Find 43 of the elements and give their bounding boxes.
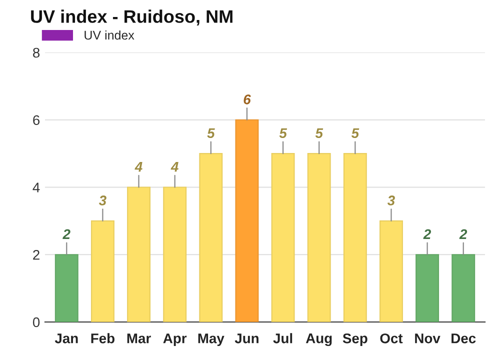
x-tick-label: Oct xyxy=(380,333,403,344)
data-label: 5 xyxy=(351,128,360,138)
y-tick-label: 8 xyxy=(33,48,40,58)
chart-title: UV index - Ruidoso, NM xyxy=(31,10,232,26)
text: UV index xyxy=(84,30,134,40)
data-label: 3 xyxy=(387,196,395,206)
data-label: 2 xyxy=(459,229,468,239)
data-label: 4 xyxy=(134,162,142,172)
bar xyxy=(54,254,78,322)
x-tick-label: Mar xyxy=(127,334,151,344)
x-tick-label: Dec xyxy=(452,334,476,344)
y-tick-label: 0 xyxy=(32,317,40,328)
data-label: 4 xyxy=(170,162,178,172)
y-tick-label: 2 xyxy=(33,250,40,260)
data-label: 5 xyxy=(279,128,288,138)
x-tick-label: Sep xyxy=(342,333,368,346)
bar xyxy=(343,153,367,322)
bar xyxy=(199,153,223,322)
data-label: 6 xyxy=(244,94,251,104)
bar xyxy=(90,220,114,322)
bar xyxy=(271,153,295,322)
x-tick-label: Feb xyxy=(91,333,114,344)
x-tick-label: Jan xyxy=(54,334,78,344)
x-tick-label: Jun xyxy=(234,334,258,344)
x-tick-label: Apr xyxy=(163,334,187,346)
data-label: 5 xyxy=(207,128,215,138)
data-label: 3 xyxy=(98,196,106,206)
y-tick-label: 6 xyxy=(33,115,40,126)
bar xyxy=(163,186,187,322)
data-label: 2 xyxy=(423,229,432,239)
bar xyxy=(452,254,476,322)
bar xyxy=(235,119,259,322)
bar xyxy=(307,153,331,322)
bar xyxy=(416,254,440,322)
x-tick-label: Nov xyxy=(415,334,440,344)
bar xyxy=(379,220,403,322)
x-tick-label: Aug xyxy=(306,334,332,346)
data-label: 5 xyxy=(315,128,324,138)
data-label: 2 xyxy=(62,229,70,239)
y-tick-label: 4 xyxy=(32,182,40,192)
x-tick-label: May xyxy=(198,334,224,346)
x-tick-label: Jul xyxy=(273,333,292,344)
bar xyxy=(127,186,151,322)
